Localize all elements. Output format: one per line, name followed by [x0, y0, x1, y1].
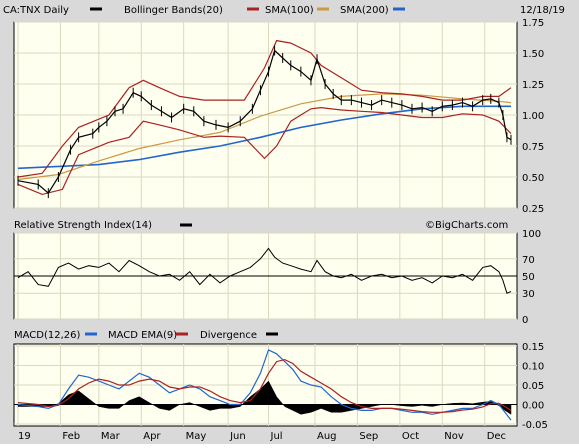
y-tick-label: 1.25 [522, 80, 544, 91]
y-tick-label: 30 [522, 289, 535, 300]
macd-series [14, 349, 517, 421]
y-tick-label: 1.75 [522, 18, 544, 29]
rsi-line [17, 247, 512, 294]
y-tick-label: 0.05 [522, 381, 544, 392]
x-tick-label: Apr [143, 431, 161, 442]
x-tick-label: May [186, 431, 207, 442]
series-line-sma100 [17, 93, 512, 181]
y-tick-label: 0.75 [522, 142, 544, 153]
x-tick-label: Jun [229, 431, 246, 442]
y-tick-label: 100 [522, 229, 541, 240]
rsi-grid [14, 232, 517, 320]
macd-y-axis: 0.15 0.10 0.05 0.00 -0.05 [522, 342, 548, 431]
y-tick-label: 0.10 [522, 361, 544, 372]
series-line-boll [17, 39, 512, 178]
x-tick-label: Feb [62, 431, 80, 442]
x-tick-label: Mar [101, 431, 121, 442]
sma100-legend-label: SMA(100) [265, 5, 314, 16]
y-tick-label: 0 [522, 315, 528, 326]
x-axis: 19 Feb Mar Apr May Jun Jul Aug Sep Oct Nov Dec [18, 431, 506, 442]
x-tick-label: Oct [402, 431, 419, 442]
x-tick-label: Sep [359, 431, 378, 442]
divergence-area [17, 380, 512, 415]
divergence-legend-label: Divergence [200, 330, 257, 341]
x-tick-label: 19 [18, 431, 31, 442]
y-tick-label: 0.25 [522, 204, 544, 215]
macd-line-macd [17, 349, 512, 421]
x-tick-label: Aug [317, 431, 337, 442]
y-tick-label: -0.05 [522, 420, 548, 431]
price-y-axis: 1.75 1.50 1.25 1.00 0.75 0.50 0.25 [522, 18, 544, 215]
y-tick-label: 50 [522, 272, 535, 283]
macd-panel: 0.15 0.10 0.05 0.00 -0.05 MACD(12,26) MACD E… [13, 330, 548, 431]
rsi-title: Relative Strength Index(14) [14, 220, 152, 231]
y-tick-label: 1.50 [522, 49, 544, 60]
rsi-y-axis: 100 70 50 30 0 [522, 229, 541, 326]
brand-text: ©BigCharts.com [425, 220, 508, 231]
macd-line-ema [17, 358, 512, 413]
price-legend: CA:TNX Daily Bollinger Bands(20) SMA(100… [3, 5, 565, 16]
y-tick-label: 0.00 [522, 401, 544, 412]
chart-date: 12/18/19 [520, 5, 565, 16]
y-tick-label: 0.50 [522, 173, 544, 184]
macd-legend-label: MACD(12,26) [14, 330, 81, 341]
y-tick-label: 1.00 [522, 111, 544, 122]
bollinger-legend-label: Bollinger Bands(20) [124, 5, 223, 16]
price-panel: 1.75 1.50 1.25 1.00 0.75 0.50 0.25 [13, 18, 544, 215]
rsi-panel: 100 70 50 30 0 Relative Strength Index(14) ©… [13, 220, 541, 326]
y-tick-label: 0.15 [522, 342, 544, 353]
macd-ema-legend-label: MACD EMA(9) [108, 330, 177, 341]
rsi-series [17, 247, 512, 294]
x-tick-label: Jul [270, 431, 283, 442]
sma200-legend-label: SMA(200) [340, 5, 389, 16]
symbol-label: CA:TNX Daily [3, 5, 69, 16]
x-tick-label: Dec [487, 431, 506, 442]
y-tick-label: 70 [522, 255, 535, 266]
series-line-sma200 [17, 105, 511, 170]
series-line-boll [17, 106, 512, 196]
x-tick-label: Nov [444, 431, 464, 442]
price-series [17, 39, 512, 199]
